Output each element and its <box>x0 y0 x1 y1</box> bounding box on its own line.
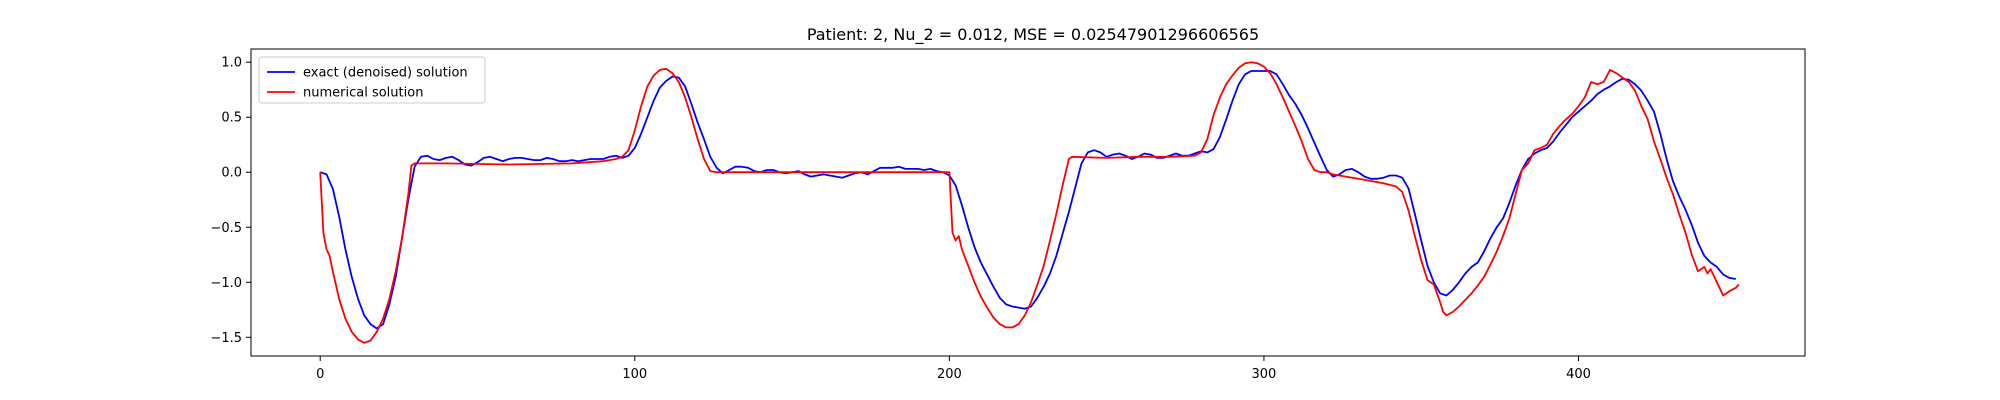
y-tick-label: 1.0 <box>221 56 242 71</box>
y-tick-label: 0.0 <box>221 166 242 181</box>
y-tick-label: −1.0 <box>210 276 242 291</box>
series-line-1 <box>319 61 1740 344</box>
chart-title: Patient: 2, Nu_2 = 0.012, MSE = 0.025479… <box>807 25 1259 45</box>
legend-label-1: numerical solution <box>303 86 423 101</box>
y-axis: 1.0 0.5 0.0 −0.5 −1.0 −1.5 <box>210 56 251 346</box>
legend: exact (denoised) solution numerical solut… <box>258 56 486 104</box>
x-tick-label: 200 <box>937 367 962 382</box>
y-tick-label: −0.5 <box>210 221 242 236</box>
x-tick-label: 300 <box>1252 367 1277 382</box>
x-tick-label: 0 <box>316 367 324 382</box>
legend-box <box>258 56 486 104</box>
x-tick-label: 400 <box>1566 367 1591 382</box>
plot-frame <box>250 48 1806 357</box>
x-axis: 0 100 200 300 400 <box>316 356 1591 382</box>
series-line-0 <box>319 70 1736 330</box>
series-layer <box>319 61 1740 344</box>
x-tick-label: 100 <box>622 367 647 382</box>
y-tick-label: −1.5 <box>210 331 242 346</box>
y-tick-label: 0.5 <box>221 111 242 126</box>
legend-label-0: exact (denoised) solution <box>303 66 468 81</box>
